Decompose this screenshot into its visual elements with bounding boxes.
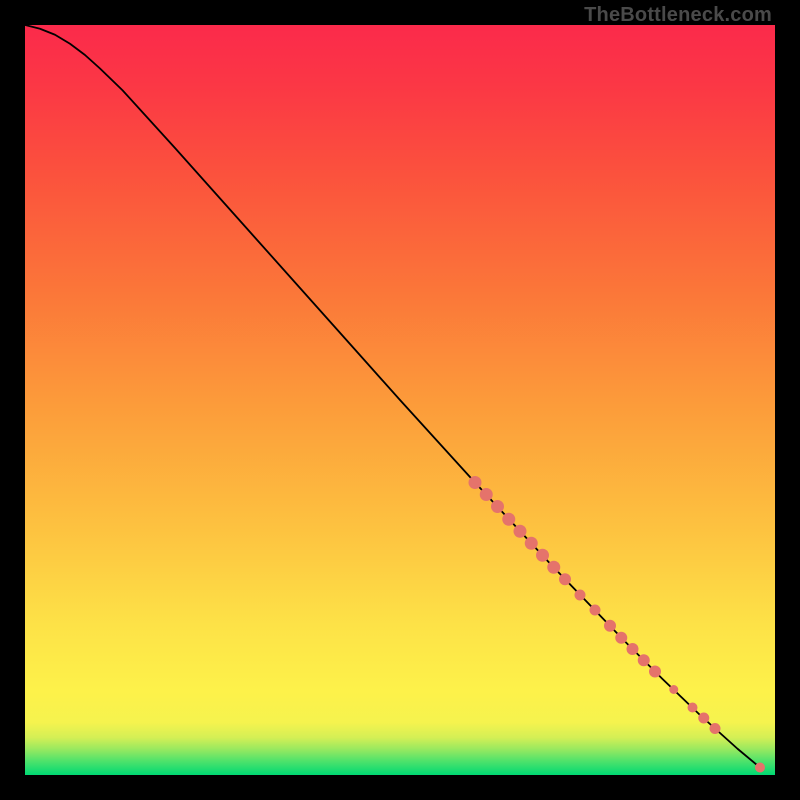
data-point [480,488,493,501]
data-point [547,561,560,574]
data-point [710,723,721,734]
data-point [469,476,482,489]
data-point [638,654,650,666]
data-point [502,513,515,526]
data-point [525,537,538,550]
data-point [755,763,765,773]
data-point [649,666,661,678]
data-point [491,500,504,513]
data-point [559,573,571,585]
plot-area [25,25,775,775]
data-point [604,620,616,632]
data-point [575,590,586,601]
data-point [698,713,709,724]
data-point [514,525,527,538]
bottleneck-chart [25,25,775,775]
data-point [669,685,678,694]
data-point [615,632,627,644]
data-point [590,605,601,616]
data-point [688,703,698,713]
chart-container: TheBottleneck.com [0,0,800,800]
data-point [627,643,639,655]
data-point [536,549,549,562]
watermark-text: TheBottleneck.com [584,4,772,27]
